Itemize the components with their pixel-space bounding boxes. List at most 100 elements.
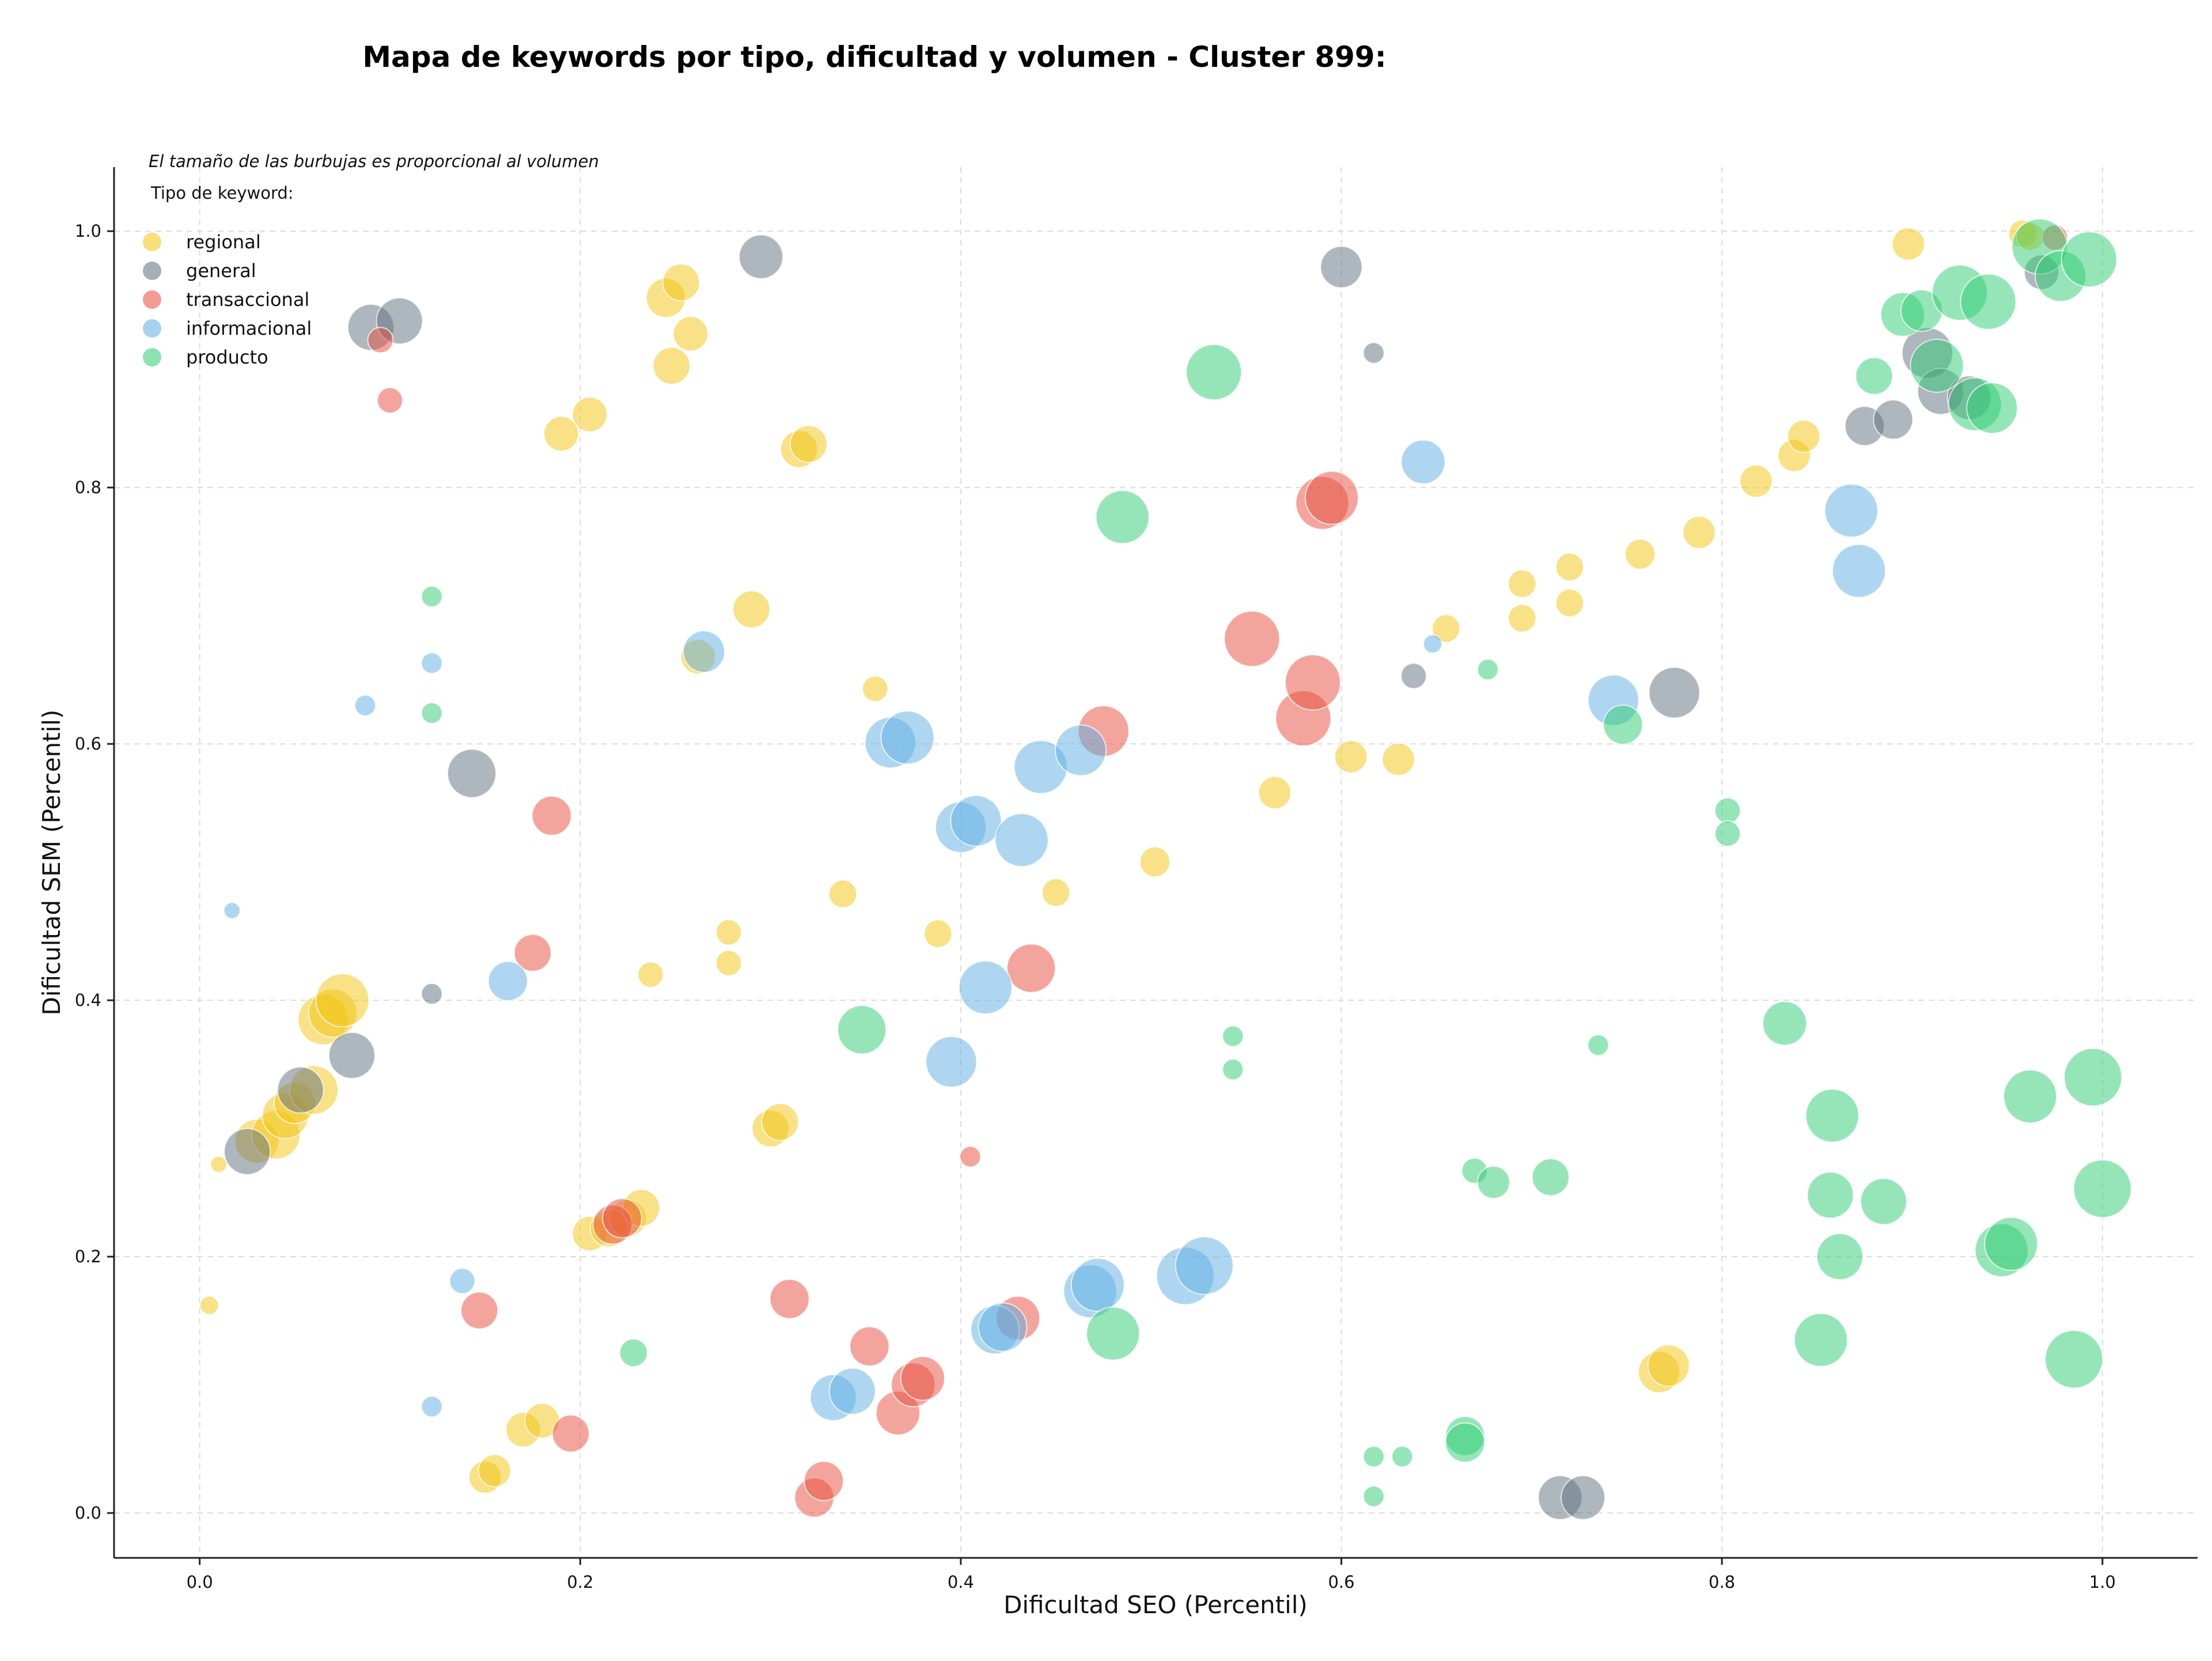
x-tick-label: 0.6 <box>1328 1572 1354 1592</box>
bubble-point <box>1824 483 1878 538</box>
bubble-point <box>2073 1159 2132 1219</box>
bubble-point <box>1175 1236 1234 1295</box>
bubble-point <box>1139 846 1171 877</box>
bubble-point <box>715 949 742 977</box>
bubble-point <box>1555 553 1584 582</box>
bubble-point <box>1966 382 2018 434</box>
bubble-point <box>1682 516 1716 550</box>
y-axis-label: Dificultad SEM (Percentil) <box>37 710 66 1016</box>
bubble-point <box>421 1395 443 1418</box>
bubble-point <box>672 316 709 352</box>
bubble-point <box>958 960 1013 1015</box>
bubble-point <box>276 1066 324 1114</box>
bubble-point <box>1362 1485 1385 1508</box>
bubble-point <box>1381 742 1415 776</box>
bubble-point <box>1560 1475 1606 1520</box>
bubble-point <box>1603 704 1643 745</box>
x-tick-label: 0.4 <box>948 1572 974 1592</box>
y-tick-label: 0.6 <box>75 734 101 754</box>
bubble-point <box>367 327 394 354</box>
bubble-point <box>1095 490 1150 544</box>
bubble-point <box>1555 588 1584 618</box>
bubble-point <box>513 933 552 972</box>
bubble-point <box>978 1302 1028 1352</box>
y-tick-label: 0.0 <box>75 1503 101 1523</box>
bubble-point <box>1445 1422 1486 1463</box>
bubble-point <box>1805 1088 1859 1143</box>
bubble-point <box>1285 654 1342 711</box>
bubble-point <box>652 346 691 385</box>
bubble-point <box>551 1414 590 1453</box>
bubble-point <box>1739 464 1773 498</box>
bubble-point <box>950 794 1002 847</box>
y-tick-label: 0.4 <box>75 990 101 1010</box>
bubble-point <box>1910 338 1964 393</box>
bubble-point <box>769 1278 810 1319</box>
bubble-point <box>1624 538 1656 570</box>
bubble-point <box>2063 1047 2123 1107</box>
y-tick-label: 0.2 <box>75 1247 101 1266</box>
x-axis-label: Dificultad SEO (Percentil) <box>1003 1591 1308 1619</box>
legend-label: regional <box>186 231 261 253</box>
bubble-point <box>223 902 241 920</box>
bubble-point <box>738 234 784 279</box>
bubble-point <box>421 702 443 724</box>
bubble-point <box>1224 610 1281 667</box>
legend-label: general <box>186 260 256 282</box>
bubble-layer <box>199 218 2132 1520</box>
bubble-point <box>1531 1158 1570 1197</box>
size-note: El tamaño de las burbujas es proporciona… <box>149 152 599 171</box>
bubble-point <box>1891 227 1925 261</box>
bubble-point <box>1793 1312 1848 1367</box>
bubble-point <box>1431 614 1461 643</box>
bubble-point <box>1816 1233 1863 1281</box>
bubble-point <box>1787 419 1821 453</box>
bubble-point <box>478 1454 512 1488</box>
bubble-point <box>199 1295 219 1315</box>
series-producto <box>421 218 2132 1508</box>
bubble-point <box>732 590 771 629</box>
legend: regional general transaccional informaciona… <box>143 231 312 368</box>
bubble-point <box>601 1198 642 1239</box>
bubble-point <box>1648 667 1700 719</box>
x-tick-label: 0.0 <box>187 1572 213 1592</box>
legend-marker <box>143 233 161 251</box>
y-tick-label: 0.8 <box>75 478 101 497</box>
bubble-point <box>862 675 889 702</box>
bubble-point <box>837 1005 887 1055</box>
bubble-point <box>994 813 1049 868</box>
bubble-point <box>804 1461 844 1501</box>
axes <box>113 167 2198 1559</box>
y-tick-label: 1.0 <box>75 221 101 241</box>
x-tick-label: 0.2 <box>567 1572 593 1592</box>
bubble-point <box>1714 797 1741 824</box>
bubble-point <box>1508 604 1537 633</box>
bubble-point <box>1984 1216 2039 1271</box>
bubble-point <box>460 1291 499 1330</box>
bubble-point <box>1257 775 1291 809</box>
bubble-point <box>1508 569 1537 599</box>
bubble-point <box>761 1103 800 1141</box>
bubble-point <box>1055 724 1107 777</box>
legend-marker <box>143 262 161 280</box>
bubble-point <box>1400 663 1427 690</box>
bubble-point <box>1873 399 1914 440</box>
legend-label: transaccional <box>186 289 309 311</box>
bubble-point <box>2003 1069 2058 1124</box>
bubble-point <box>1423 634 1443 654</box>
bubble-point <box>1960 273 2017 330</box>
legend-label: informacional <box>186 317 312 339</box>
bubble-point <box>1400 439 1446 485</box>
bubble-point <box>487 960 528 1001</box>
bubble-point <box>354 694 377 717</box>
bubble-point <box>2044 1330 2104 1389</box>
bubble-point <box>1832 543 1887 598</box>
series-general <box>224 234 2060 1520</box>
bubble-point <box>449 1267 476 1295</box>
legend-marker <box>143 290 161 309</box>
bubble-point <box>447 748 497 799</box>
bubble-point <box>789 425 828 463</box>
bubble-point <box>421 652 443 675</box>
bubble-point <box>1762 1001 1808 1046</box>
